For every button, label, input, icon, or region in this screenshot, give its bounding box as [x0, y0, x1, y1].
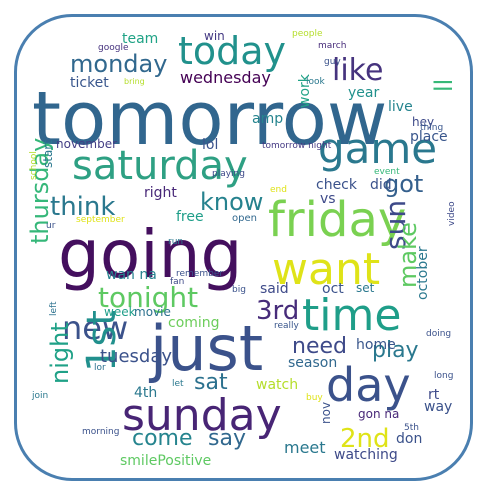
- word-october: october: [415, 246, 431, 300]
- word-said: said: [260, 281, 289, 297]
- word-live: live: [388, 99, 413, 115]
- word-watch: watch: [256, 377, 299, 393]
- word-tomorrow-night: tomorrow night: [262, 141, 332, 151]
- word-time: time: [302, 290, 402, 341]
- word-free: free: [176, 209, 204, 225]
- word-want: want: [272, 244, 381, 295]
- word-run: run: [168, 237, 184, 247]
- word-night: night: [46, 322, 74, 384]
- word-guy: guy: [324, 57, 341, 67]
- word-people: people: [292, 29, 323, 39]
- word-smilepositive: smilePositive: [120, 453, 212, 469]
- word-really: really: [274, 321, 299, 331]
- word-big: big: [232, 285, 246, 295]
- word-like: like: [332, 53, 384, 88]
- word-way: way: [424, 399, 453, 415]
- word-today: today: [178, 29, 287, 73]
- word-season: season: [288, 355, 338, 371]
- word-sat: sat: [194, 370, 228, 395]
- word-let: let: [172, 379, 184, 389]
- word-new: new: [62, 309, 129, 347]
- word-hey: hey: [412, 115, 435, 129]
- word-ur: ur: [46, 221, 56, 231]
- word-thing: thing: [420, 123, 444, 133]
- word-tonight: tonight: [98, 281, 199, 314]
- word-start: start: [41, 140, 55, 168]
- word-event: event: [374, 167, 400, 177]
- word-play: play: [372, 338, 419, 363]
- word-wan-na: wan na: [106, 267, 157, 283]
- word-ticket: ticket: [70, 75, 109, 91]
- word-google: google: [98, 43, 129, 53]
- word-nov: nov: [319, 401, 333, 424]
- word-tuesday: tuesday: [100, 346, 173, 367]
- word-just: just: [150, 312, 264, 385]
- word-school: school: [29, 151, 39, 180]
- word-vs: vs: [320, 191, 336, 207]
- word-know: know: [200, 188, 264, 216]
- word-end: end: [270, 185, 287, 195]
- word-rt: rt: [428, 387, 440, 403]
- word-lor: lor: [94, 363, 106, 373]
- word-win: win: [204, 29, 225, 43]
- word-amp: amp: [252, 111, 284, 127]
- word-march: march: [318, 41, 347, 51]
- word-meet: meet: [284, 438, 326, 457]
- word-look: look: [306, 77, 325, 87]
- word-playing: playing: [212, 169, 245, 179]
- word-open: open: [232, 213, 257, 224]
- word-2nd: 2nd: [340, 424, 390, 454]
- word-join: join: [32, 391, 49, 401]
- word-think: think: [50, 192, 116, 222]
- word-need: need: [292, 334, 347, 359]
- word-home: home: [356, 337, 396, 353]
- word-don: don: [396, 431, 423, 447]
- word-morning: morning: [82, 427, 120, 437]
- word-week: week: [104, 305, 136, 319]
- word-say: say: [208, 426, 246, 451]
- word-going: going: [58, 216, 243, 293]
- word-watching: watching: [334, 447, 398, 463]
- word-got: got: [384, 170, 424, 198]
- word-remember: remember: [176, 269, 224, 279]
- word-saturday: saturday: [72, 143, 248, 189]
- word-team: team: [122, 31, 159, 47]
- word-tomorrow: tomorrow: [32, 76, 388, 162]
- word-ll: ll: [430, 78, 458, 92]
- word-gon-na: gon na: [358, 407, 400, 421]
- word-monday: monday: [70, 50, 168, 78]
- word-3rd: 3rd: [256, 296, 300, 326]
- word-set: set: [356, 281, 375, 295]
- word-4th: 4th: [134, 385, 158, 401]
- word-cloud-frame: [14, 14, 473, 481]
- word-right: right: [144, 185, 177, 201]
- word-check: check: [316, 177, 357, 193]
- word-day: day: [326, 358, 411, 412]
- word-lol: lol: [202, 137, 219, 153]
- word-year: year: [348, 85, 380, 101]
- word-game: game: [318, 124, 438, 173]
- word-bring: bring: [124, 77, 145, 86]
- word-coming: coming: [168, 315, 220, 331]
- word-left: left: [49, 301, 59, 316]
- word-place: place: [410, 129, 448, 145]
- word-fan: fan: [170, 277, 185, 287]
- word-did: did: [370, 177, 392, 193]
- word-video: video: [447, 201, 457, 226]
- word-november: november: [56, 137, 118, 151]
- word-buy: buy: [306, 393, 323, 403]
- word-sunday: sunday: [122, 390, 282, 441]
- word-movie: movie: [134, 305, 171, 319]
- word-long: long: [434, 371, 454, 381]
- word-friday: friday: [268, 192, 407, 248]
- word-doing: doing: [426, 329, 452, 339]
- word-5th: 5th: [404, 423, 419, 433]
- word-wednesday: wednesday: [180, 68, 271, 87]
- word-oct: oct: [322, 281, 344, 297]
- word-come: come: [132, 426, 193, 451]
- word-september: september: [76, 215, 125, 225]
